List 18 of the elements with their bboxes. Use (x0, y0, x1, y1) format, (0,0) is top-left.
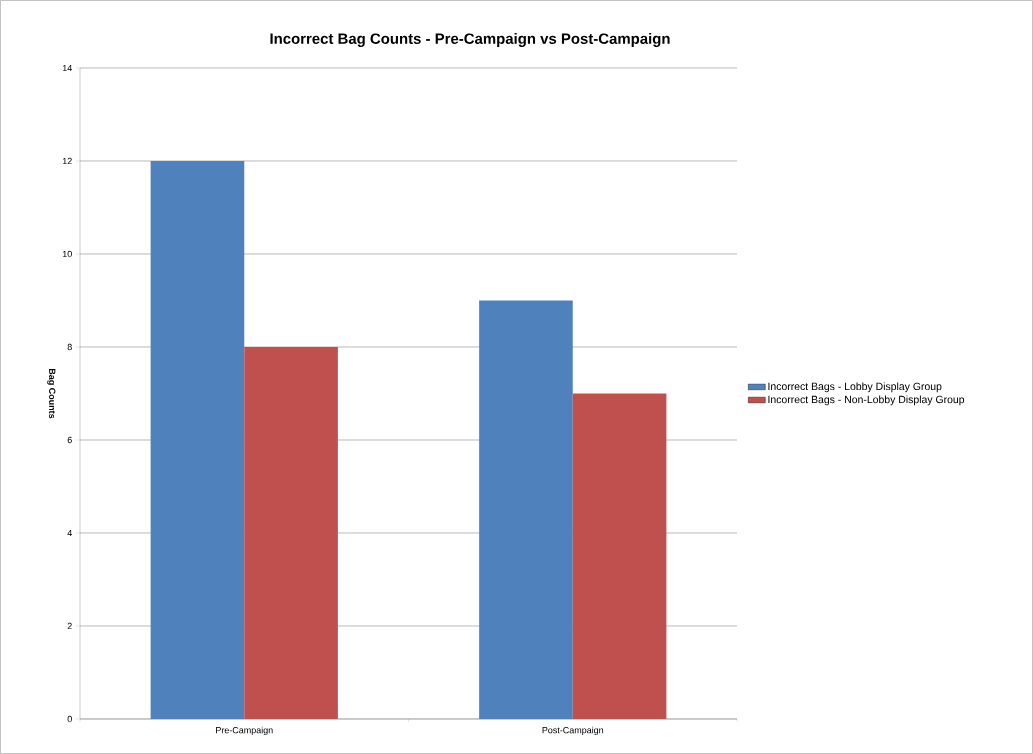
y-tick-label: 12 (62, 157, 72, 165)
chart-title: Incorrect Bag Counts - Pre-Campaign vs Post-Campaign (270, 32, 670, 47)
bar (244, 346, 338, 719)
y-tick-label: 10 (62, 250, 72, 258)
y-tick-label: 0 (67, 715, 72, 723)
bar (479, 300, 573, 719)
legend-label: Incorrect Bags - Non-Lobby Display Group (768, 395, 965, 406)
bar (150, 160, 245, 719)
legend-label: Incorrect Bags - Lobby Display Group (768, 382, 942, 393)
y-tick-label: 6 (67, 436, 72, 444)
y-tick-label: 14 (62, 64, 72, 72)
x-tick-label: Post-Campaign (542, 726, 604, 736)
y-tick-label: 8 (67, 343, 72, 351)
x-tick-label: Pre-Campaign (216, 726, 273, 736)
y-axis-title: Bag Counts (47, 368, 56, 419)
y-tick-label: 4 (67, 529, 72, 537)
bar (572, 393, 667, 719)
y-tick-label: 2 (67, 622, 72, 630)
